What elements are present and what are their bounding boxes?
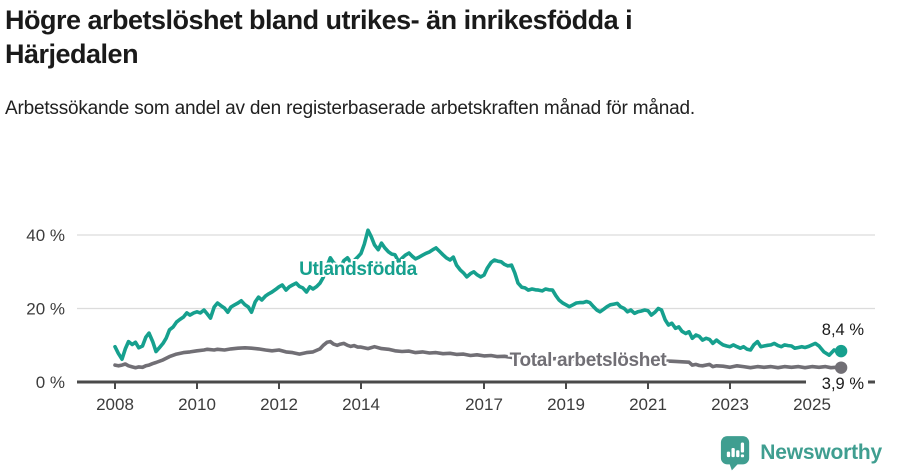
x-tick-label-2021: 2021	[629, 395, 667, 414]
unemployment-chart: 2008 2010 2012 2014 2017 2019 2021 2023 2025 0 % 2…	[26, 226, 875, 414]
y-tick-label-20: 20 %	[26, 300, 65, 319]
newsworthy-logo[interactable]: Newsworthy	[720, 435, 882, 471]
x-tick-label-2010: 2010	[178, 395, 216, 414]
x-tick-label-2012: 2012	[260, 395, 298, 414]
newsworthy-icon	[721, 436, 750, 471]
utlandsfodda-end-value: 8,4 %	[822, 321, 865, 339]
end-label-halo-total	[806, 373, 868, 393]
page-subtitle: Arbetssökande som andel av den registerb…	[5, 97, 695, 119]
y-tick-label-40: 40 %	[26, 226, 65, 245]
y-tick-label-0: 0 %	[36, 373, 65, 392]
total-line	[113, 339, 843, 370]
x-tick-label-2017: 2017	[465, 395, 503, 414]
chart-area: 2008 2010 2012 2014 2017 2019 2021 2023 2025 0 % 2…	[0, 198, 900, 438]
utlandsfodda-label: Utlandsfödda	[299, 259, 418, 280]
x-tick-label-2023: 2023	[711, 395, 749, 414]
x-tick-label-2014: 2014	[342, 395, 380, 414]
x-tick-label-2008: 2008	[96, 395, 134, 414]
total-end-dot	[834, 361, 848, 374]
x-tick-label-2025: 2025	[793, 395, 831, 414]
utlandsfodda-line	[113, 228, 843, 361]
page-title: Högre arbetslöshet bland utrikes- än inr…	[5, 5, 633, 69]
total-label: Total arbetslöshet	[510, 350, 668, 371]
total-end-value: 3,9 %	[822, 375, 865, 393]
x-tick-label-2019: 2019	[547, 395, 585, 414]
utlandsfodda-end-dot	[834, 344, 848, 358]
newsworthy-wordmark: Newsworthy	[760, 441, 882, 464]
